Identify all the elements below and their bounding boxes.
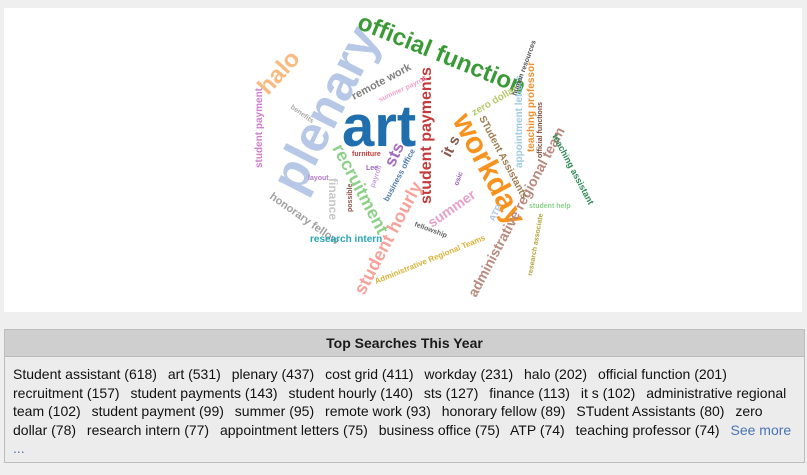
search-term-link[interactable]: student hourly (140)	[288, 384, 413, 401]
search-term-link[interactable]: student payments (143)	[130, 384, 278, 401]
cloud-word-student-payment[interactable]: student payment	[254, 87, 265, 168]
word-cloud: art plenary official function workday st…	[252, 9, 596, 300]
see-more-link[interactable]: See more ...	[13, 421, 792, 457]
search-term-link[interactable]: zero dollar (78)	[13, 403, 763, 438]
cloud-word-official-functions: official functions	[537, 102, 544, 158]
cloud-word-student-payments[interactable]: student payments	[418, 67, 435, 204]
search-term-link[interactable]: it s (102)	[580, 384, 636, 401]
search-term-link[interactable]: workday (231)	[424, 366, 514, 382]
search-term-link[interactable]: halo (202)	[524, 366, 588, 382]
search-term-link[interactable]: sts (127)	[423, 384, 479, 401]
search-term-link[interactable]: plenary (437)	[231, 366, 315, 382]
word-cloud-panel: art plenary official function workday st…	[4, 8, 802, 312]
cloud-word-lee: Lee	[366, 165, 378, 172]
top-searches-title: Top Searches This Year	[5, 330, 804, 357]
cloud-word-osic: osic	[453, 171, 464, 187]
search-term-link[interactable]: student payment (99)	[91, 403, 224, 419]
cloud-word-possible: possible	[347, 183, 354, 212]
cloud-word-finance: finance	[326, 178, 340, 220]
cloud-word-furniture: furniture	[352, 151, 381, 158]
search-term-link[interactable]: administrative regional team (102)	[13, 384, 787, 420]
cloud-word-art[interactable]: art	[342, 94, 416, 159]
cloud-word-appointment-letters[interactable]: appointment letters	[514, 75, 525, 168]
search-term-link[interactable]: official function (201)	[597, 366, 727, 382]
search-term-link[interactable]: research intern (77)	[86, 421, 210, 438]
cloud-word-layout: layout	[308, 175, 329, 182]
search-term-link[interactable]: Student assistant (618)	[13, 366, 157, 382]
search-term-link[interactable]: recruitment (157)	[13, 384, 120, 401]
search-term-link[interactable]: business office (75)	[378, 421, 500, 438]
search-term-link[interactable]: STudent Assistants (80)	[576, 403, 725, 419]
search-term-link[interactable]: finance (113)	[489, 384, 570, 401]
cloud-word-teaching-professor[interactable]: teaching professor	[526, 62, 537, 152]
search-term-link[interactable]: remote work (93)	[325, 403, 431, 419]
search-term-link[interactable]: ATP (74)	[510, 421, 565, 438]
search-term-link[interactable]: cost grid (411)	[325, 366, 414, 382]
cloud-word-research-intern[interactable]: research intern	[310, 234, 382, 245]
search-term-link[interactable]: summer (95)	[234, 403, 315, 419]
search-term-link[interactable]: appointment letters (75)	[219, 421, 368, 438]
search-term-link[interactable]: honorary fellow (89)	[441, 403, 566, 419]
cloud-word-student-help: student help	[529, 203, 571, 210]
cloud-word-research-associate: research associate	[527, 213, 545, 276]
cloud-word-teaching-assistant: teaching assistant	[550, 132, 596, 206]
top-searches-list: Student assistant (618) art (531) plenar…	[5, 357, 804, 458]
search-term-link[interactable]: teaching professor (74)	[575, 421, 720, 438]
top-searches-panel: Top Searches This Year Student assistant…	[4, 329, 805, 463]
search-term-link[interactable]: art (531)	[167, 366, 221, 382]
